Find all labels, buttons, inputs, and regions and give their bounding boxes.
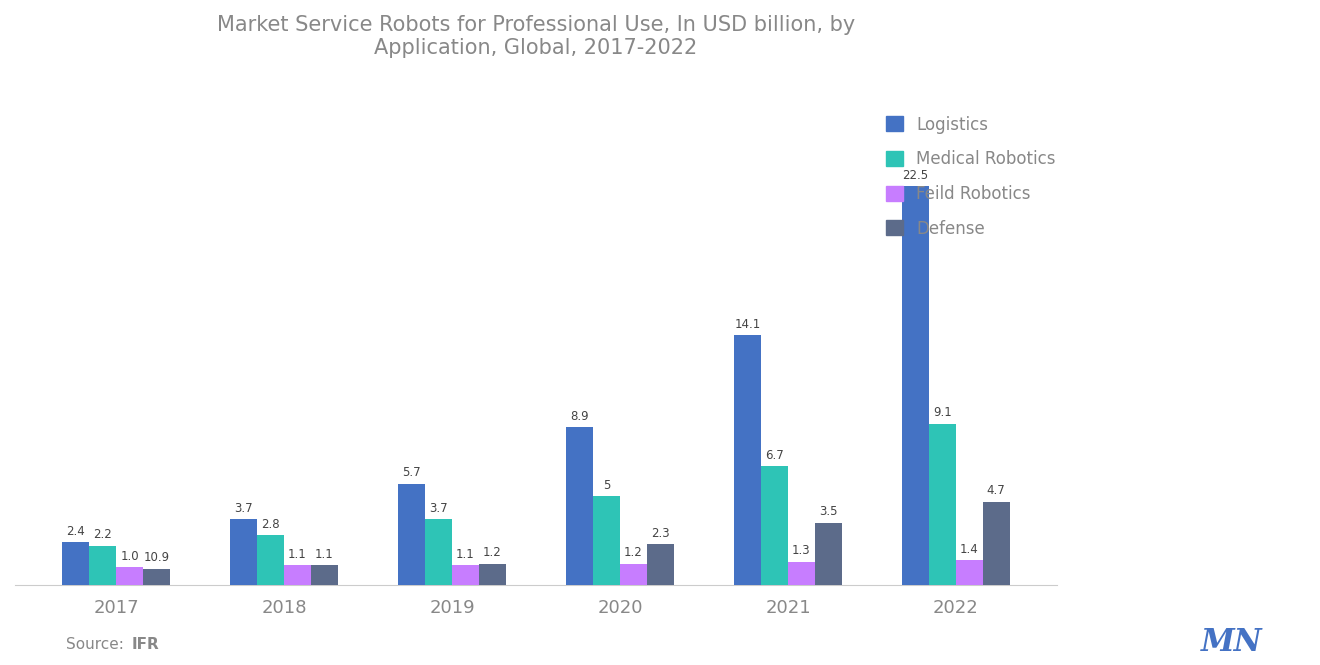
Bar (593, 496, 620, 585)
Bar (116, 567, 143, 585)
Bar (479, 564, 506, 585)
Text: 8.9: 8.9 (570, 410, 589, 423)
Text: 5: 5 (603, 479, 610, 492)
Text: 22.5: 22.5 (903, 169, 929, 182)
Bar (762, 466, 788, 585)
Text: 1.2: 1.2 (483, 546, 502, 559)
Text: 2.2: 2.2 (94, 529, 112, 541)
Text: 1.1: 1.1 (315, 548, 334, 561)
Text: IFR: IFR (132, 636, 160, 652)
Text: 6.7: 6.7 (766, 449, 784, 462)
Bar (814, 523, 842, 585)
Bar (647, 544, 673, 585)
Bar (284, 565, 312, 585)
Text: Source:: Source: (66, 636, 129, 652)
Bar (983, 501, 1010, 585)
Text: 3.7: 3.7 (429, 502, 447, 515)
Title: Market Service Robots for Professional Use, In USD billion, by
Application, Glob: Market Service Robots for Professional U… (216, 15, 855, 59)
Bar (90, 546, 116, 585)
Text: 2.8: 2.8 (261, 518, 280, 531)
Text: 2.3: 2.3 (651, 527, 669, 540)
Text: 1.1: 1.1 (288, 548, 306, 561)
Legend: Logistics, Medical Robotics, Feild Robotics, Defense: Logistics, Medical Robotics, Feild Robot… (878, 107, 1064, 246)
Bar (902, 186, 929, 585)
Bar (312, 565, 338, 585)
Text: 14.1: 14.1 (734, 318, 760, 331)
Text: 10.9: 10.9 (144, 551, 169, 565)
Bar (734, 335, 762, 585)
Bar (425, 519, 451, 585)
Text: 2.4: 2.4 (66, 525, 86, 538)
Bar (788, 562, 814, 585)
Text: 4.7: 4.7 (987, 484, 1006, 497)
Text: 3.7: 3.7 (235, 502, 253, 515)
Text: 1.4: 1.4 (960, 543, 978, 556)
Bar (620, 564, 647, 585)
Bar (451, 565, 479, 585)
Text: 9.1: 9.1 (933, 406, 952, 419)
Text: 3.5: 3.5 (818, 505, 837, 519)
Text: 1.1: 1.1 (457, 548, 475, 561)
Text: 1.0: 1.0 (120, 550, 139, 563)
Text: MN: MN (1201, 627, 1263, 658)
Text: 1.2: 1.2 (624, 546, 643, 559)
Text: 1.3: 1.3 (792, 545, 810, 557)
Bar (399, 484, 425, 585)
Text: 5.7: 5.7 (403, 466, 421, 479)
Bar (62, 543, 90, 585)
Bar (143, 569, 170, 585)
Bar (257, 535, 284, 585)
Bar (230, 519, 257, 585)
Bar (566, 427, 593, 585)
Bar (956, 560, 983, 585)
Bar (929, 424, 956, 585)
